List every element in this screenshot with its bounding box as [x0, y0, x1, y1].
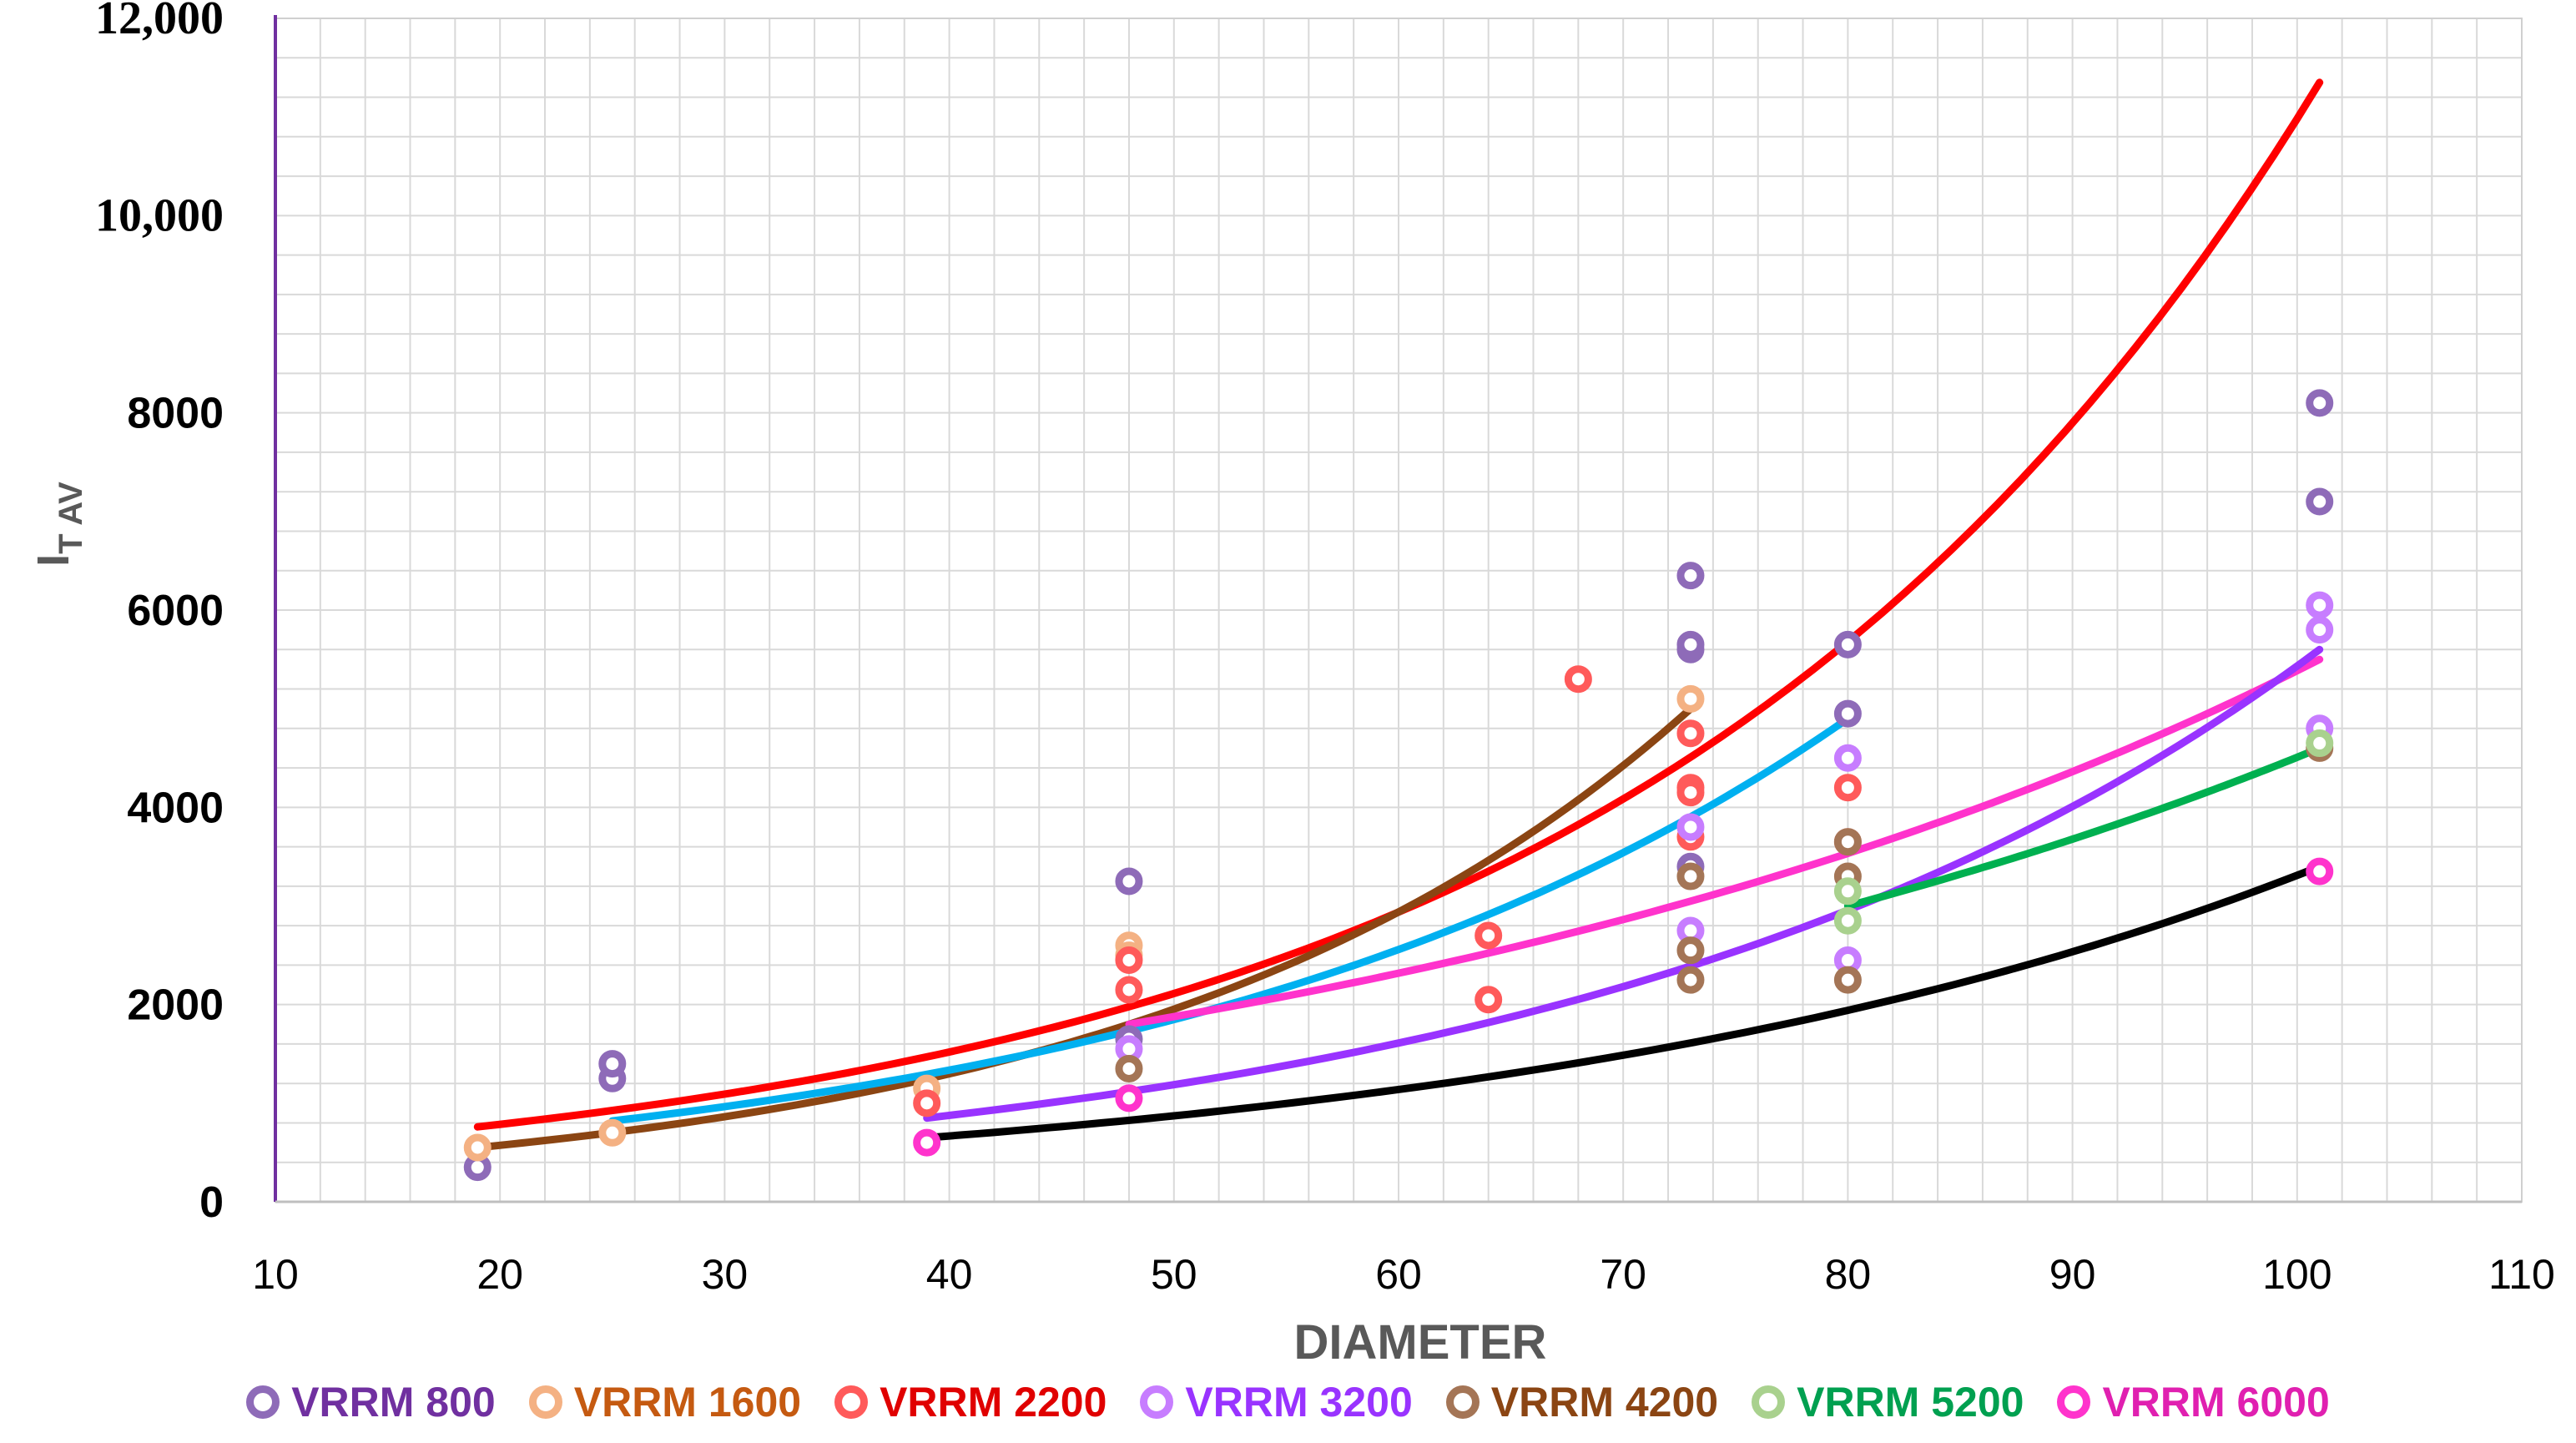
legend-label: VRRM 2200: [880, 1379, 1107, 1425]
data-point: [598, 1050, 627, 1078]
data-point: [1833, 906, 1862, 935]
y-axis-title: IT AV: [28, 482, 89, 567]
trendline: [923, 862, 2324, 1142]
legend-marker-icon: [2057, 1385, 2091, 1419]
data-point: [2306, 591, 2334, 619]
data-point: [2306, 857, 2334, 885]
legend-item: VRRM 1600: [528, 1378, 802, 1426]
data-point: [1115, 976, 1143, 1004]
data-point: [1475, 921, 1503, 950]
data-point: [1676, 966, 1705, 994]
legend: VRRM 800 VRRM 1600 VRRM 2200 VRRM 3200 VRRM …: [0, 1369, 2576, 1435]
data-point: [1115, 867, 1143, 896]
data-point: [463, 1133, 492, 1162]
legend-label: VRRM 3200: [1185, 1379, 1413, 1425]
legend-label: VRRM 4200: [1490, 1379, 1719, 1425]
x-axis-title: DIAMETER: [1294, 1315, 1547, 1370]
y-tick-label: 2000: [127, 981, 224, 1030]
legend-item: VRRM 5200: [1752, 1378, 2024, 1426]
data-point: [913, 1089, 941, 1118]
legend-marker-icon: [1445, 1385, 1480, 1419]
data-point: [1676, 684, 1705, 713]
data-point: [1676, 936, 1705, 965]
x-tick-label: 70: [1600, 1251, 1646, 1298]
data-point: [1833, 630, 1862, 658]
data-point: [1833, 966, 1862, 994]
data-point: [1833, 699, 1862, 728]
series-vrrm-3200: [1115, 591, 2334, 1063]
data-point: [1676, 719, 1705, 748]
y-tick-label: 0: [199, 1178, 224, 1227]
legend-marker-icon: [834, 1385, 869, 1419]
data-point: [1676, 813, 1705, 841]
data-point: [1676, 630, 1705, 658]
x-tick-label: 90: [2049, 1251, 2096, 1298]
series-vrrm-2200: [913, 665, 1862, 1118]
legend-label: VRRM 800: [291, 1379, 496, 1425]
series-vrrm-5200: [1833, 729, 2334, 935]
x-tick-label: 10: [252, 1251, 299, 1298]
data-point: [1676, 562, 1705, 590]
trendline: [1843, 744, 2324, 910]
y-tick-labels: 0 2000 4000 6000 8000 10,000 12,000: [95, 0, 224, 1227]
data-points: [463, 389, 2334, 1182]
data-point: [1115, 946, 1143, 974]
data-point: [2306, 616, 2334, 644]
legend-label: VRRM 1600: [573, 1379, 802, 1425]
x-tick-label: 100: [2262, 1251, 2332, 1298]
data-point: [1676, 779, 1705, 807]
data-point: [2306, 487, 2334, 516]
trendline: [923, 645, 2324, 1123]
x-tick-label: 80: [1825, 1251, 1872, 1298]
legend-label: VRRM 5200: [1797, 1379, 2024, 1425]
legend-label: VRRM 6000: [2102, 1379, 2330, 1425]
data-point: [2306, 389, 2334, 417]
x-tick-label: 60: [1375, 1251, 1422, 1298]
x-tick-labels: 10 20 30 40 50 60 70 80 90 100 110: [252, 1251, 2555, 1298]
data-point: [2306, 729, 2334, 758]
axes: [274, 15, 2522, 1203]
x-tick-label: 20: [476, 1251, 523, 1298]
data-point: [1676, 862, 1705, 891]
y-tick-label: 12,000: [95, 0, 224, 44]
svg-text:IT AV: IT AV: [28, 482, 89, 567]
y-axis-title-sub: T AV: [53, 482, 89, 554]
x-tick-label: 110: [2488, 1251, 2555, 1298]
data-point: [1833, 877, 1862, 906]
y-tick-label: 10,000: [95, 189, 224, 241]
legend-marker-icon: [1752, 1385, 1786, 1419]
trendlines: [473, 78, 2324, 1152]
data-point: [1564, 665, 1592, 694]
data-point: [1833, 828, 1862, 856]
y-tick-label: 4000: [127, 784, 224, 832]
series-vrrm-4200: [1115, 734, 2334, 1082]
data-point: [1833, 774, 1862, 802]
legend-marker-icon: [246, 1385, 280, 1419]
y-axis-title-main: I: [28, 554, 78, 567]
grid: [275, 18, 2523, 1203]
legend-marker-icon: [528, 1385, 562, 1419]
x-tick-label: 40: [926, 1251, 973, 1298]
legend-item: VRRM 4200: [1445, 1378, 1719, 1426]
y-tick-label: 8000: [127, 390, 224, 438]
y-tick-label: 6000: [127, 587, 224, 635]
series-vrrm-6000: [913, 857, 2334, 1157]
data-point: [1833, 744, 1862, 772]
legend-item: VRRM 6000: [2057, 1378, 2330, 1426]
data-point: [1115, 1054, 1143, 1082]
x-tick-label: 50: [1151, 1251, 1197, 1298]
legend-item: VRRM 800: [246, 1378, 496, 1426]
data-point: [1475, 986, 1503, 1014]
legend-item: VRRM 3200: [1140, 1378, 1413, 1426]
data-point: [1115, 1084, 1143, 1113]
legend-marker-icon: [1140, 1385, 1174, 1419]
trendline: [1125, 655, 2324, 1028]
data-point: [598, 1118, 627, 1147]
x-tick-label: 30: [702, 1251, 749, 1298]
legend-item: VRRM 2200: [834, 1378, 1107, 1426]
data-point: [913, 1128, 941, 1157]
